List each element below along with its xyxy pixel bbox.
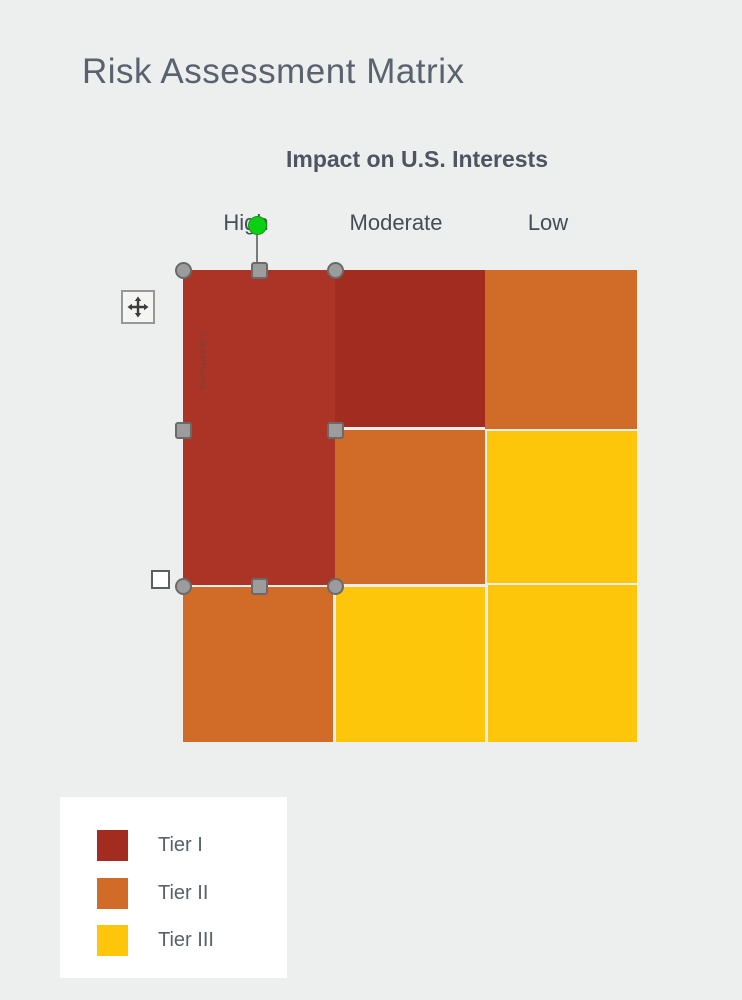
anchor-handle[interactable] [151, 570, 170, 589]
legend-swatch-tier3 [97, 925, 128, 956]
legend-swatch-tier2 [97, 878, 128, 909]
resize-handle-top-right[interactable] [327, 262, 344, 279]
resize-handle-bottom-left[interactable] [175, 578, 192, 595]
resize-handle-bottom-right[interactable] [327, 578, 344, 595]
legend-label: Tier I [158, 834, 203, 856]
resize-handle-middle-left[interactable] [175, 422, 192, 439]
column-label-moderate: Moderate [349, 210, 443, 235]
matrix-cell-r3c2-tier3[interactable] [336, 587, 485, 742]
resize-handle-bottom-middle[interactable] [251, 578, 268, 595]
resize-handle-top-left[interactable] [175, 262, 192, 279]
legend-label: Tier III [158, 929, 214, 951]
move-cursor-icon [121, 290, 155, 324]
legend-item-2: Tier II [97, 878, 208, 909]
legend-label: Tier II [158, 882, 209, 904]
page-title: Risk Assessment Matrix [82, 52, 465, 91]
row-axis-label: Likelihood [197, 333, 209, 391]
matrix-cell-r3c1-tier2[interactable] [183, 587, 333, 742]
selected-shape-tier1-rect[interactable] [183, 270, 335, 585]
matrix-cell-r2c3-tier3[interactable] [487, 431, 637, 583]
legend-item-1: Tier I [97, 830, 203, 861]
resize-handle-top-middle[interactable] [251, 262, 268, 279]
matrix-cell-r1c3-tier2[interactable] [485, 270, 637, 429]
move-arrows-icon [127, 296, 149, 318]
matrix-cell-r1c2-tier1[interactable] [335, 270, 485, 427]
legend-item-3: Tier III [97, 925, 214, 956]
rotation-handle-stem [256, 234, 258, 264]
legend-swatch-tier1 [97, 830, 128, 861]
rotation-handle[interactable] [248, 216, 267, 235]
matrix-cell-r3c3-tier3[interactable] [488, 585, 637, 742]
column-axis-title: Impact on U.S. Interests [285, 146, 548, 172]
resize-handle-middle-right[interactable] [327, 422, 344, 439]
legend-panel: Tier I Tier II Tier III [60, 797, 287, 978]
column-label-low: Low [527, 210, 569, 235]
matrix-cell-r2c2-tier2[interactable] [335, 430, 485, 584]
